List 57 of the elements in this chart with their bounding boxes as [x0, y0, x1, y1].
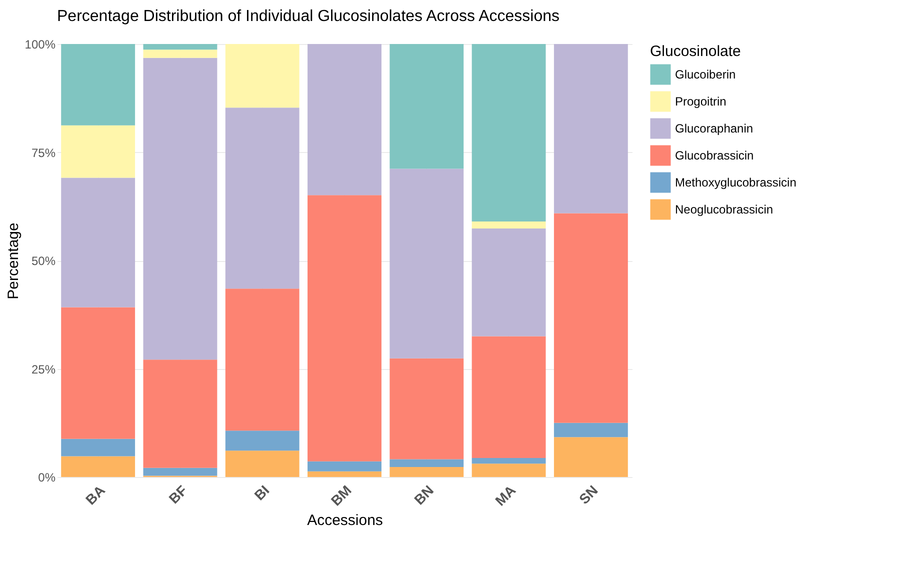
y-tick-label: 75% [31, 146, 56, 160]
bar [472, 458, 546, 464]
bar [308, 44, 382, 196]
legend-label: Methoxyglucobrassicin [675, 176, 796, 190]
bar [143, 44, 218, 50]
legend-label: Glucoraphanin [675, 122, 754, 136]
bar [308, 195, 382, 462]
bar [472, 222, 546, 228]
x-tick-label: BF [166, 482, 190, 507]
bar [61, 125, 136, 178]
bar [225, 430, 300, 451]
bar [225, 108, 300, 289]
bar [225, 450, 300, 477]
bar [143, 468, 218, 476]
bar [472, 228, 546, 336]
bar [143, 58, 218, 360]
bar [225, 44, 300, 108]
bar [390, 467, 464, 477]
bar [390, 358, 464, 460]
bar [143, 360, 218, 468]
bar [61, 456, 136, 477]
x-tick-label: BN [410, 482, 437, 508]
bar [472, 336, 546, 458]
x-tick-label: BA [82, 482, 108, 508]
bar [308, 461, 382, 472]
bar [308, 471, 382, 477]
legend-label: Progoitrin [675, 94, 726, 108]
bar [472, 44, 546, 222]
bar [143, 50, 218, 58]
bar [472, 464, 546, 477]
x-tick-label: BI [251, 482, 272, 504]
x-axis-title: Accessions [307, 512, 383, 529]
bar [61, 178, 136, 308]
x-tick-label: SN [576, 482, 601, 508]
bar [390, 459, 464, 468]
y-tick-label: 0% [38, 470, 56, 484]
bar [554, 44, 628, 214]
bar [225, 288, 300, 431]
bar [554, 213, 628, 423]
bar [61, 44, 136, 126]
x-tick-label: MA [492, 482, 519, 509]
bar [554, 437, 628, 477]
legend-label: Glucobrassicin [675, 148, 754, 162]
legend-label: Glucoiberin [675, 68, 736, 82]
y-tick-label: 50% [31, 254, 56, 268]
chart-title: Percentage Distribution of Individual Glucosinolates Across Accessions [57, 8, 560, 25]
legend-title: Glucosinolate [650, 43, 741, 60]
bar [554, 422, 628, 438]
legend-label: Neoglucobrassicin [675, 202, 774, 216]
y-tick-label: 25% [31, 362, 56, 376]
y-axis-title: Percentage [4, 222, 22, 300]
bar [390, 44, 464, 169]
x-tick-label: BM [328, 482, 354, 509]
bar [61, 438, 136, 456]
bar [390, 168, 464, 358]
y-tick-label: 100% [24, 38, 56, 52]
bar [61, 307, 136, 439]
